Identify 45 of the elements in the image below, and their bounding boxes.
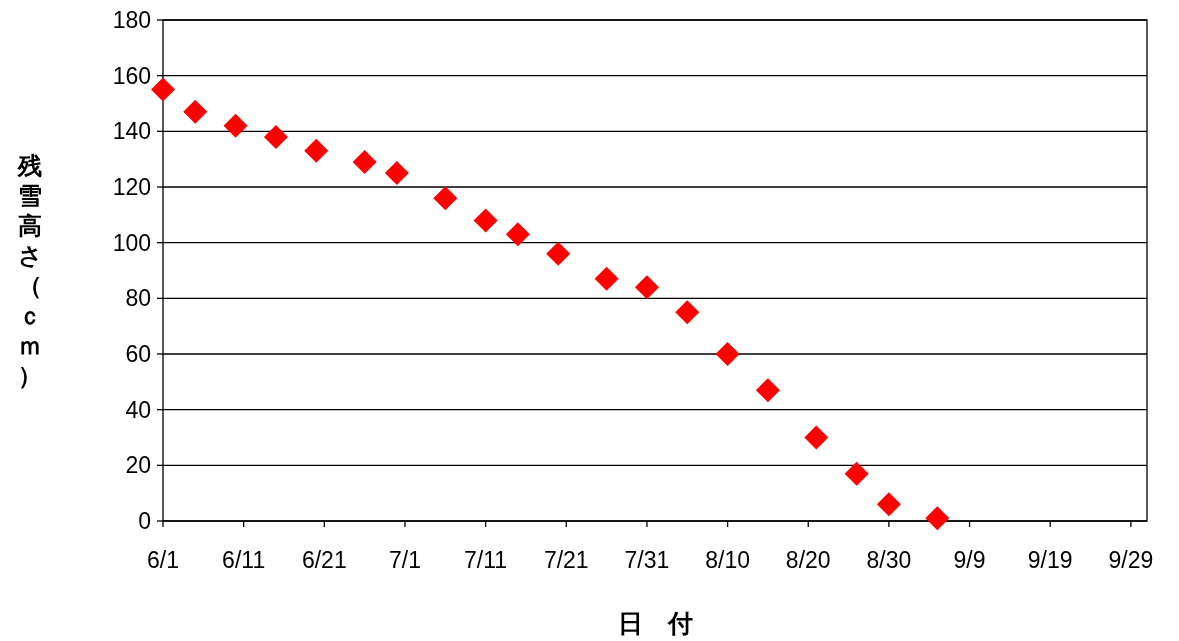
- point: [634, 275, 659, 300]
- point: [473, 208, 498, 233]
- y-tick-label: 80: [125, 285, 151, 312]
- point: [352, 149, 377, 174]
- x-tick-label: 8/30: [866, 547, 912, 573]
- y-axis-title: 残雪高さ（ｃｍ）: [17, 151, 43, 389]
- y-tick-label: 0: [138, 508, 151, 534]
- point: [715, 342, 740, 366]
- y-tick-label: 160: [112, 62, 151, 89]
- point: [505, 222, 530, 247]
- y-tick-label: 180: [112, 7, 151, 33]
- y-tick-label: 20: [125, 452, 151, 479]
- point: [925, 506, 950, 531]
- point: [384, 161, 409, 186]
- y-tick-label: 140: [112, 118, 151, 145]
- x-tick-label: 9/9: [953, 547, 986, 573]
- point: [804, 425, 829, 450]
- point: [755, 378, 780, 403]
- point: [675, 300, 700, 325]
- x-tick-label: 8/10: [705, 547, 750, 573]
- x-tick-label: 7/1: [388, 547, 421, 573]
- x-tick-label: 9/29: [1108, 547, 1154, 573]
- point: [433, 186, 458, 211]
- point: [594, 266, 619, 291]
- x-tick-label: 7/31: [624, 547, 670, 573]
- point: [183, 99, 208, 124]
- x-tick-label: 6/11: [222, 547, 266, 573]
- point: [844, 461, 869, 486]
- point: [223, 113, 248, 138]
- y-tick-label: 100: [112, 229, 151, 256]
- x-tick-label: 8/20: [785, 547, 831, 573]
- point: [546, 241, 571, 266]
- x-tick-label: 6/1: [147, 547, 179, 573]
- point: [304, 138, 329, 163]
- point: [151, 77, 175, 102]
- x-tick-label: 9/19: [1027, 547, 1073, 573]
- x-tick-label: 7/21: [543, 547, 589, 573]
- point: [263, 124, 288, 149]
- y-tick-label: 40: [125, 396, 151, 423]
- y-tick-label: 60: [125, 341, 151, 367]
- x-axis-title: 日 付: [617, 609, 693, 637]
- x-tick-label: 7/11: [464, 547, 508, 573]
- x-tick-label: 6/21: [301, 547, 347, 573]
- point: [876, 492, 901, 517]
- y-tick-label: 120: [112, 174, 151, 200]
